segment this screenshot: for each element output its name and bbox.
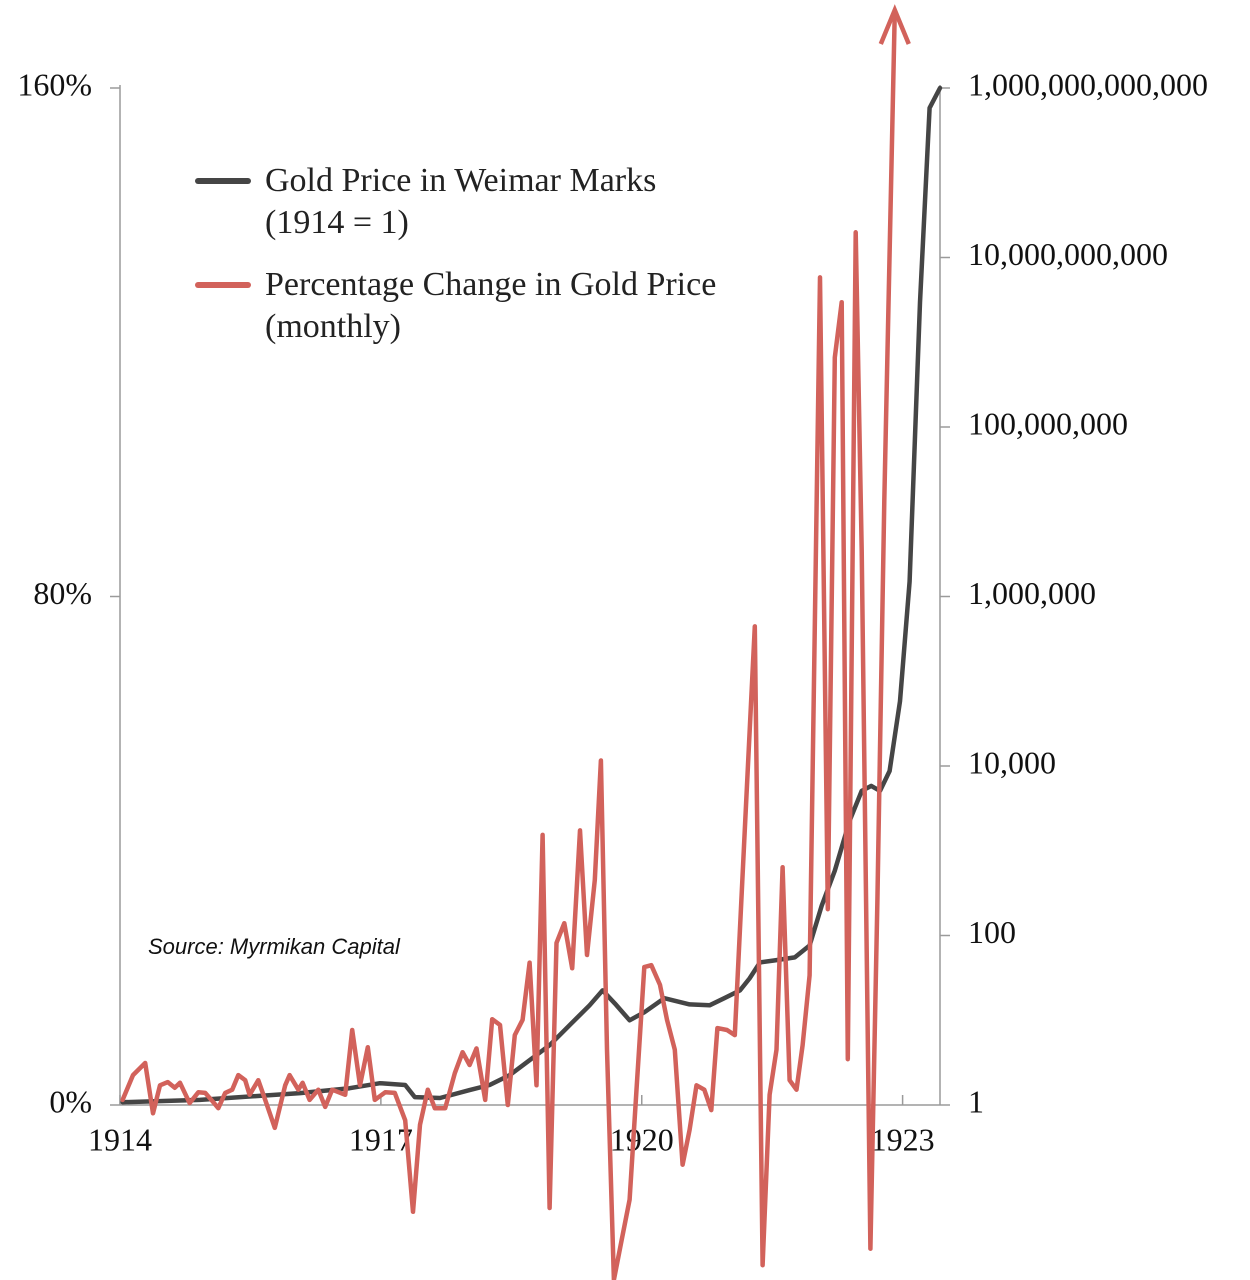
y-tick-label: 80% — [33, 575, 92, 611]
legend-swatch — [195, 178, 251, 184]
y2-tick-label: 10,000,000,000 — [968, 236, 1168, 272]
y2-tick-label: 1 — [968, 1083, 984, 1119]
y-tick-label: 160% — [17, 66, 92, 102]
x-tick-label: 1917 — [349, 1121, 413, 1157]
x-tick-label: 1923 — [871, 1121, 935, 1157]
x-tick-label: 1914 — [88, 1121, 152, 1157]
legend: Gold Price in Weimar Marks (1914 = 1) Per… — [195, 160, 785, 368]
legend-swatch — [195, 282, 251, 288]
legend-item: Percentage Change in Gold Price (monthly… — [195, 264, 785, 348]
source-note: Source: Myrmikan Capital — [148, 934, 400, 959]
legend-item: Gold Price in Weimar Marks (1914 = 1) — [195, 160, 785, 244]
x-tick-label: 1920 — [610, 1121, 674, 1157]
y2-tick-label: 100,000,000 — [968, 405, 1128, 441]
series-line — [120, 8, 898, 1280]
y2-tick-label: 10,000 — [968, 744, 1056, 780]
legend-label: Percentage Change in Gold Price (monthly… — [265, 266, 717, 345]
y2-tick-label: 100 — [968, 914, 1016, 950]
legend-label: Gold Price in Weimar Marks (1914 = 1) — [265, 162, 657, 241]
y2-tick-label: 1,000,000,000,000 — [968, 66, 1208, 102]
y2-tick-label: 1,000,000 — [968, 575, 1096, 611]
arrow-head — [878, 4, 911, 45]
y-tick-label: 0% — [49, 1083, 92, 1119]
